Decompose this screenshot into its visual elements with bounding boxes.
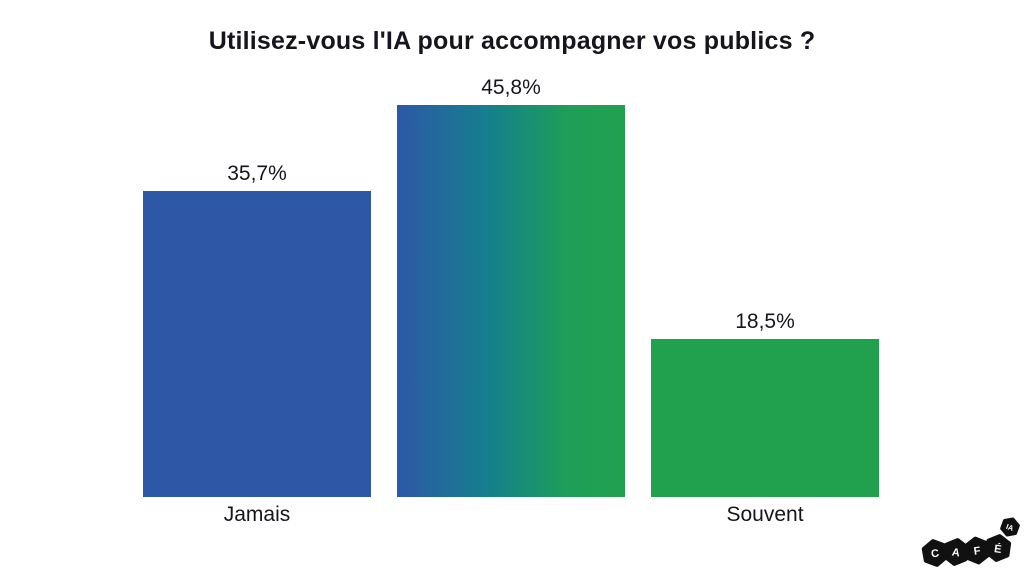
chart-title: Utilisez-vous l'IA pour accompagner vos … [208,27,816,55]
logo-badge-label: IA [1005,522,1016,533]
logo-hex-ia-badge: IA [1000,517,1020,537]
logo-hex-e: É [984,534,1012,562]
bar-jamais [143,191,371,497]
logo-letter: F [973,545,982,558]
bar-value-label: 45,8% [481,76,541,99]
cafe-ia-logo: C A F É IA [920,512,1020,572]
bar-value-label: 18,5% [735,310,795,333]
logo-hex-a: A [942,538,970,566]
logo-hex-c: C [921,539,949,567]
category-label-jamais: Jamais [223,503,291,526]
bar-value-label: 35,7% [227,162,287,185]
category-label-souvent: Souvent [726,503,804,526]
logo-letter: É [993,542,1002,556]
bar-souvent [651,339,879,497]
bar-middle [397,105,625,497]
logo-letter: A [951,546,961,559]
logo-letter: C [930,547,940,560]
